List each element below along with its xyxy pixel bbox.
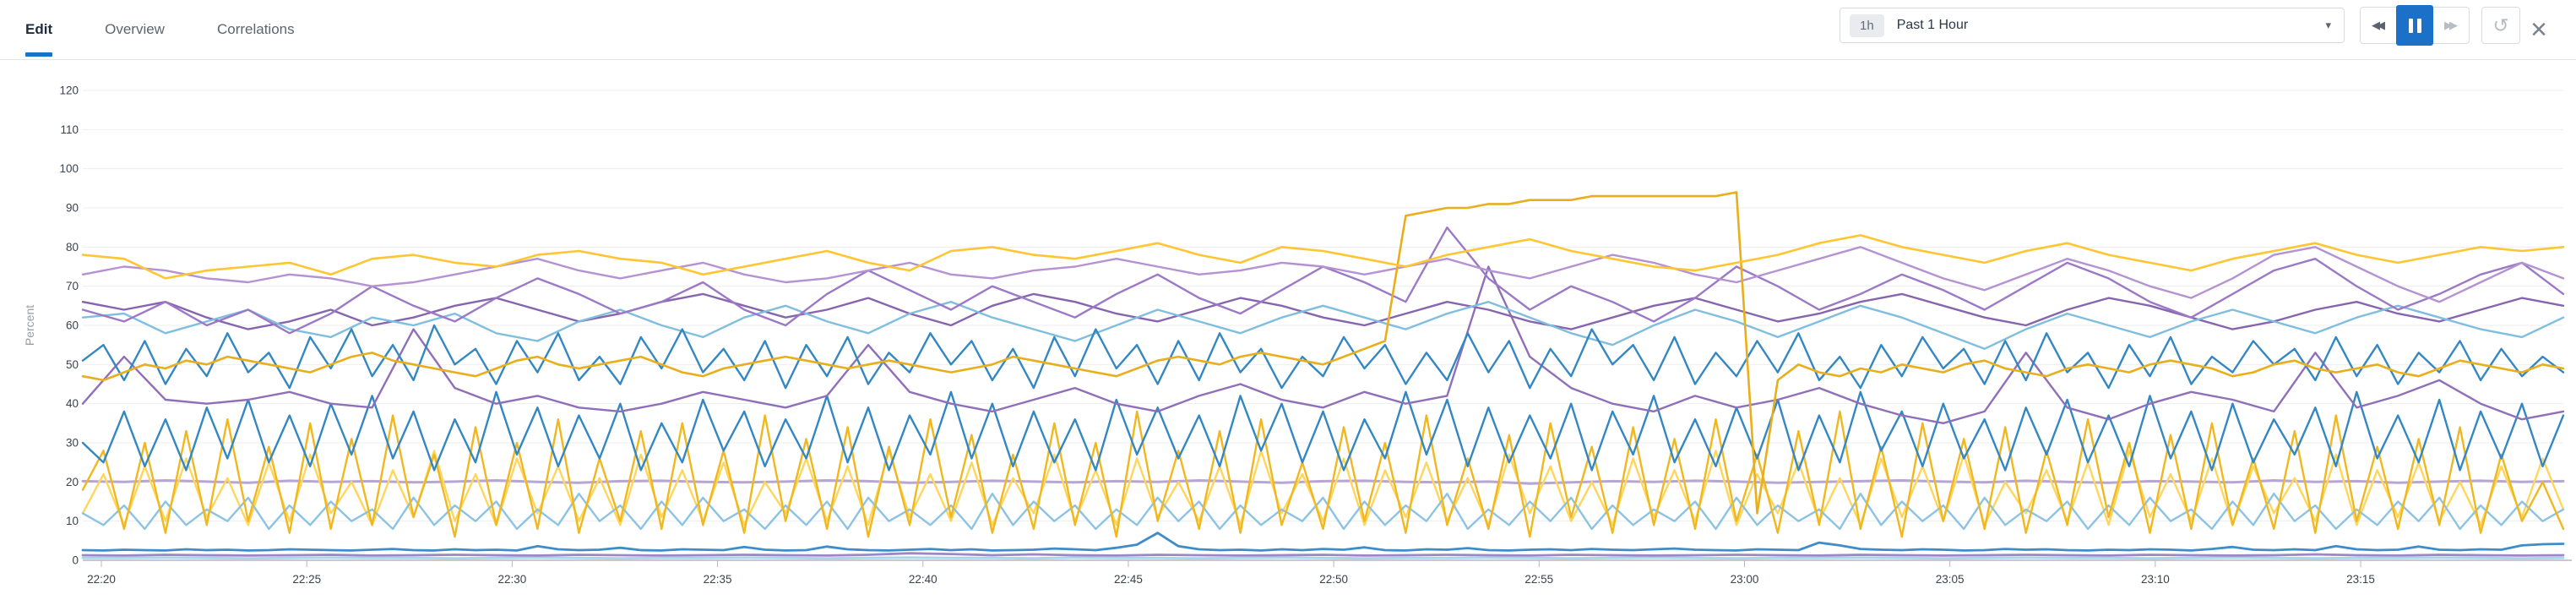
x-tick-label: 23:00 <box>1731 573 1759 586</box>
x-tick-label: 22:20 <box>87 573 116 586</box>
y-tick-label: 0 <box>72 554 79 567</box>
x-tick-label: 23:10 <box>2141 573 2170 586</box>
series-lilac-flat-20 <box>81 479 2565 485</box>
skip-forward-icon: ▶▶ <box>2444 19 2458 31</box>
x-tick-label: 23:05 <box>1936 573 1965 586</box>
pause-button[interactable] <box>2395 5 2434 46</box>
skip-forward-button[interactable]: ▶▶ <box>2433 8 2469 43</box>
x-tick-label: 22:55 <box>1524 573 1553 586</box>
close-button[interactable]: × <box>2520 11 2557 48</box>
x-tick-label: 22:45 <box>1114 573 1143 586</box>
series-blue-bottom <box>81 532 2565 552</box>
series-sky-bottom <box>81 556 2565 560</box>
series-amber-step <box>81 191 2565 515</box>
y-tick-label: 60 <box>66 319 79 332</box>
y-tick-label: 50 <box>66 358 79 371</box>
chevron-down-icon: ▾ <box>2325 19 2331 31</box>
series-steel-zigzag-low <box>81 390 2565 472</box>
active-tab-underline <box>25 52 53 57</box>
tab-correlations[interactable]: Correlations <box>217 0 295 59</box>
y-tick-label: 110 <box>60 123 79 136</box>
series-purple-bottom <box>81 552 2565 557</box>
y-tick-label: 10 <box>66 515 79 527</box>
series-purple-low <box>81 265 2565 424</box>
skip-backward-icon: ◀◀ <box>2371 19 2385 31</box>
time-range-selector[interactable]: 1h Past 1 Hour ▾ <box>1840 8 2345 43</box>
series-gold-zigzag-light <box>81 450 2565 526</box>
x-tick-label: 23:15 <box>2346 573 2375 586</box>
pause-icon <box>2408 18 2421 33</box>
x-tick-label: 22:30 <box>497 573 526 586</box>
tab-bar: Edit Overview Correlations <box>25 0 295 59</box>
tab-edit-label: Edit <box>25 21 53 37</box>
tab-edit[interactable]: Edit <box>25 0 53 59</box>
time-range-label: Past 1 Hour <box>1896 18 1969 32</box>
playback-controls: ◀◀ ▶▶ <box>2360 5 2470 46</box>
tab-correlations-label: Correlations <box>216 21 295 37</box>
refresh-button[interactable]: ↺ <box>2481 7 2520 44</box>
x-tick-label: 22:35 <box>704 573 732 586</box>
series-sky-upper <box>81 301 2565 350</box>
series-gold-zigzag <box>81 410 2565 538</box>
header-bar: Edit Overview Correlations 1h Past 1 Hou… <box>0 0 2576 60</box>
series-yellow-top <box>81 234 2565 280</box>
y-tick-label: 30 <box>66 437 79 450</box>
x-tick-label: 22:40 <box>909 573 937 586</box>
skip-backward-button[interactable]: ◀◀ <box>2361 8 2396 43</box>
y-axis-title: Percent <box>23 305 36 346</box>
series-lavender-upper <box>81 246 2565 303</box>
refresh-icon: ↺ <box>2492 14 2509 36</box>
tab-overview[interactable]: Overview <box>105 0 165 59</box>
close-icon: × <box>2530 13 2547 46</box>
y-tick-label: 100 <box>59 162 79 175</box>
y-tick-label: 90 <box>66 202 79 215</box>
x-tick-label: 22:50 <box>1319 573 1348 586</box>
series-steel-zigzag-high <box>81 324 2565 390</box>
tab-overview-label: Overview <box>105 21 165 37</box>
series-sky-zigzag-low <box>81 493 2565 531</box>
y-tick-label: 80 <box>66 241 79 254</box>
y-tick-label: 120 <box>59 85 79 97</box>
time-range-badge: 1h <box>1850 14 1884 37</box>
y-tick-label: 70 <box>66 280 79 292</box>
x-tick-label: 22:25 <box>292 573 321 586</box>
series-plum-dark <box>81 292 2565 330</box>
y-tick-label: 20 <box>66 476 79 488</box>
y-tick-label: 40 <box>66 397 79 410</box>
